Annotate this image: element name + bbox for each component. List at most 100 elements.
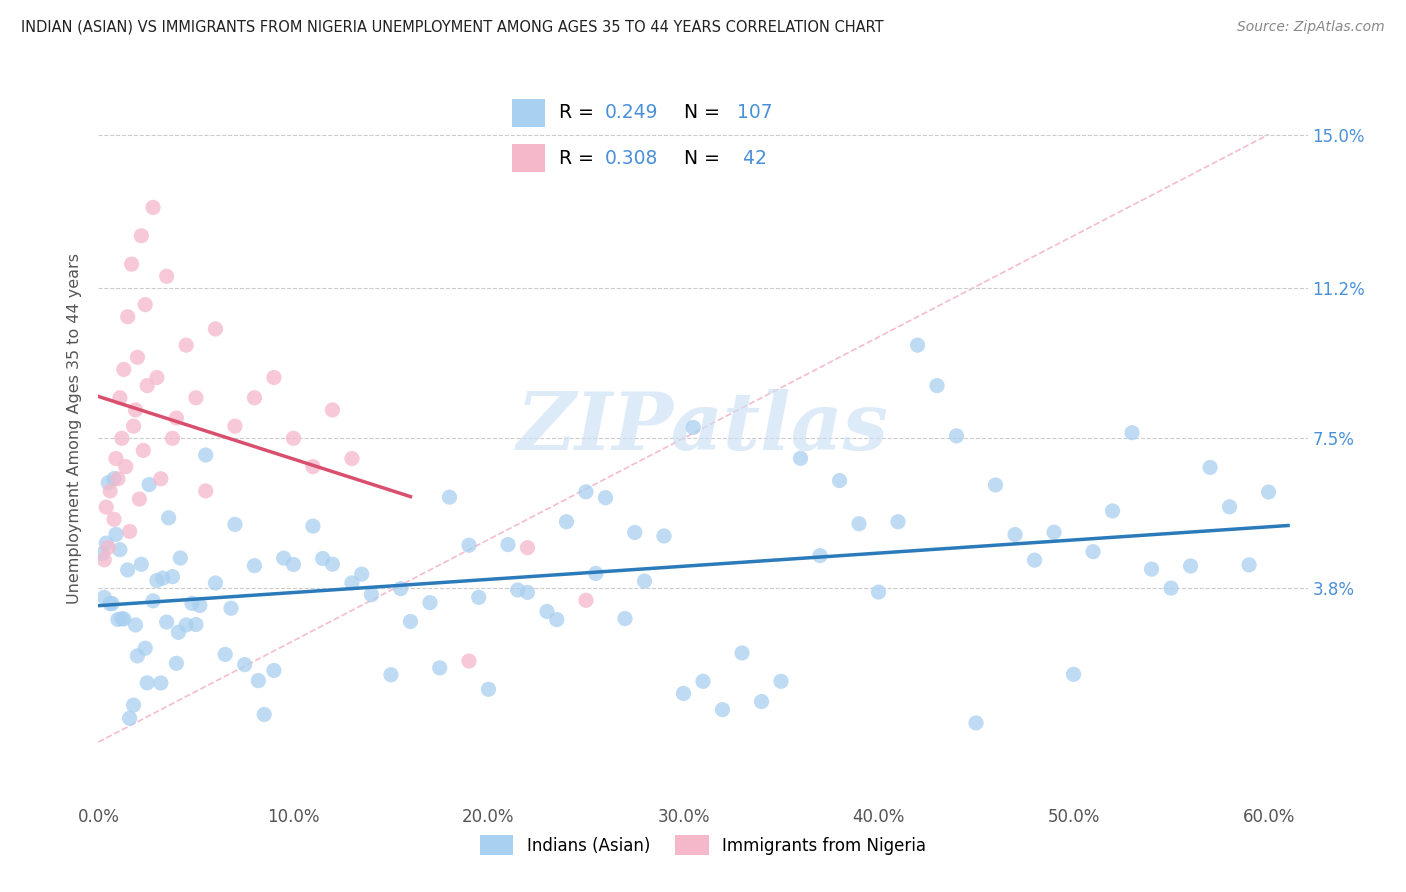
- Point: [98, 483, 121, 498]
- Text: Source: ZipAtlas.com: Source: ZipAtlas.com: [1237, 20, 1385, 34]
- Point: [121, 257, 143, 271]
- Point: [104, 527, 127, 541]
- Point: [1219, 500, 1241, 514]
- Text: INDIAN (ASIAN) VS IMMIGRANTS FROM NIGERIA UNEMPLOYMENT AMONG AGES 35 TO 44 YEARS: INDIAN (ASIAN) VS IMMIGRANTS FROM NIGERI…: [21, 20, 884, 35]
- Bar: [512, 98, 546, 127]
- Point: [350, 567, 373, 582]
- Point: [165, 657, 187, 671]
- Text: N =: N =: [685, 149, 725, 168]
- Point: [439, 490, 461, 504]
- Point: [555, 515, 578, 529]
- Point: [312, 551, 335, 566]
- Point: [111, 431, 134, 445]
- Point: [103, 512, 125, 526]
- Point: [692, 674, 714, 689]
- Point: [283, 558, 305, 572]
- Point: [93, 591, 115, 605]
- Point: [633, 574, 655, 588]
- Point: [224, 419, 246, 434]
- Point: [112, 612, 135, 626]
- Point: [984, 478, 1007, 492]
- Point: [134, 298, 156, 312]
- Point: [496, 537, 519, 551]
- Point: [340, 451, 363, 466]
- Point: [224, 517, 246, 532]
- Point: [167, 625, 190, 640]
- Point: [828, 474, 851, 488]
- Point: [868, 585, 890, 599]
- Point: [162, 431, 184, 445]
- Point: [134, 641, 156, 656]
- Point: [117, 563, 139, 577]
- Point: [907, 338, 929, 352]
- Point: [1101, 504, 1123, 518]
- Point: [458, 538, 481, 552]
- Legend: Indians (Asian), Immigrants from Nigeria: Indians (Asian), Immigrants from Nigeria: [474, 829, 932, 862]
- Point: [1004, 527, 1026, 541]
- Point: [97, 475, 120, 490]
- Point: [169, 551, 191, 566]
- Point: [122, 698, 145, 712]
- Point: [93, 553, 115, 567]
- Point: [273, 551, 295, 566]
- Point: [652, 529, 675, 543]
- Point: [516, 541, 538, 555]
- Point: [146, 574, 169, 588]
- Point: [124, 618, 146, 632]
- Point: [321, 558, 343, 572]
- Point: [233, 657, 256, 672]
- Point: [751, 694, 773, 708]
- Point: [682, 420, 704, 434]
- Point: [595, 491, 617, 505]
- Point: [575, 484, 598, 499]
- Point: [114, 459, 136, 474]
- Point: [131, 558, 153, 572]
- Point: [132, 443, 155, 458]
- Point: [789, 451, 811, 466]
- Point: [506, 582, 529, 597]
- Point: [194, 448, 217, 462]
- Point: [97, 541, 120, 555]
- Point: [118, 524, 141, 539]
- Point: [96, 500, 118, 515]
- Point: [108, 391, 131, 405]
- Point: [546, 613, 568, 627]
- Point: [965, 715, 987, 730]
- Point: [204, 322, 226, 336]
- Point: [156, 269, 179, 284]
- Point: [467, 591, 489, 605]
- Point: [136, 378, 159, 392]
- Point: [118, 711, 141, 725]
- Point: [142, 594, 165, 608]
- Point: [108, 542, 131, 557]
- Point: [419, 596, 441, 610]
- Point: [96, 536, 118, 550]
- Point: [1063, 667, 1085, 681]
- Bar: [512, 144, 546, 171]
- Point: [887, 515, 910, 529]
- Point: [111, 612, 134, 626]
- Point: [188, 599, 211, 613]
- Point: [283, 431, 305, 445]
- Text: R =: R =: [558, 103, 599, 121]
- Point: [1024, 553, 1046, 567]
- Text: ZIPatlas: ZIPatlas: [517, 390, 889, 467]
- Point: [117, 310, 139, 324]
- Point: [91, 547, 114, 561]
- Point: [181, 596, 204, 610]
- Point: [1160, 581, 1182, 595]
- Point: [156, 615, 179, 629]
- Point: [127, 648, 149, 663]
- Y-axis label: Unemployment Among Ages 35 to 44 years: Unemployment Among Ages 35 to 44 years: [67, 252, 83, 604]
- Point: [808, 549, 831, 563]
- Point: [103, 472, 125, 486]
- Point: [122, 419, 145, 434]
- Point: [128, 491, 150, 506]
- Point: [623, 525, 645, 540]
- Point: [302, 519, 325, 533]
- Point: [142, 201, 165, 215]
- Point: [184, 391, 207, 405]
- Point: [174, 338, 197, 352]
- Point: [214, 648, 236, 662]
- Point: [536, 604, 558, 618]
